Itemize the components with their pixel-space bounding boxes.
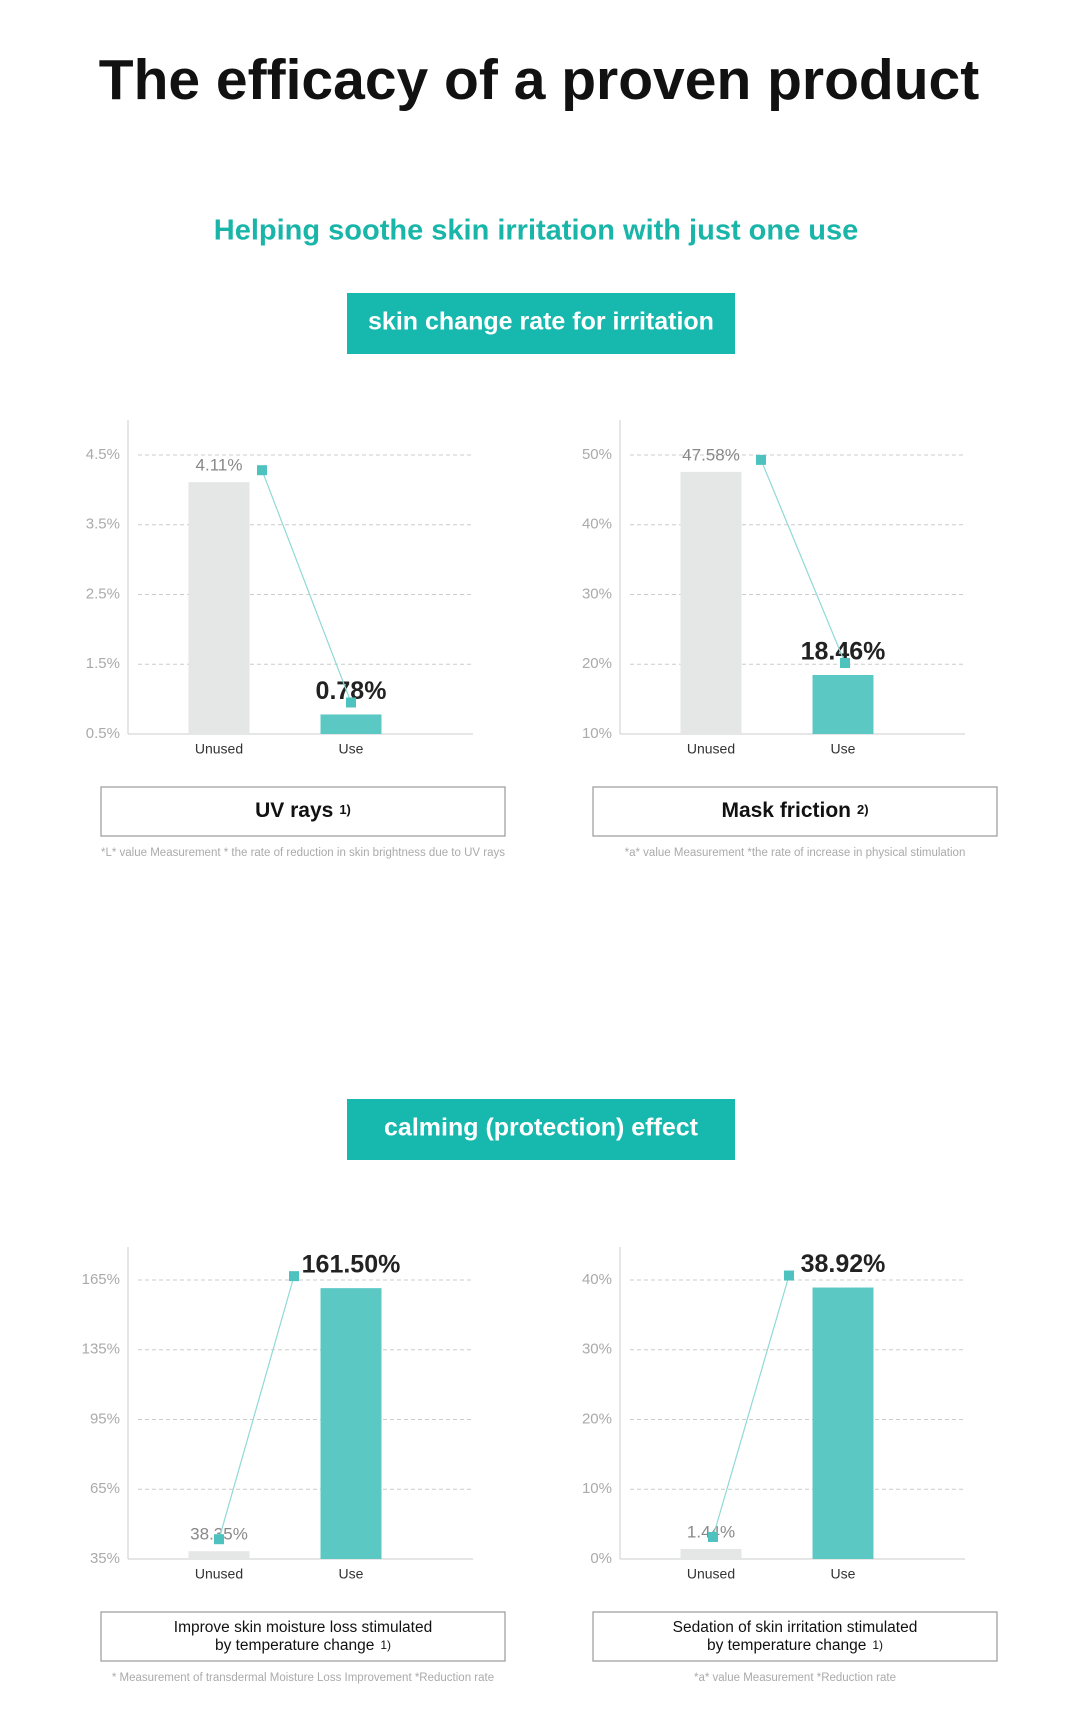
- y-tick-label: 3.5%: [86, 516, 120, 533]
- value-label: 38.35%: [190, 1525, 248, 1544]
- title: The efficacy of a proven product: [99, 48, 980, 112]
- caption-note: 1): [872, 1638, 883, 1652]
- subtitle: Helping soothe skin irritation with just…: [214, 215, 859, 247]
- y-tick-label: 2.5%: [86, 585, 120, 602]
- bar: [680, 471, 742, 734]
- y-tick-label: 1.5%: [86, 655, 120, 672]
- y-tick-label: 165%: [82, 1271, 120, 1288]
- trend-line: [760, 459, 846, 664]
- x-tick-label: Use: [831, 741, 856, 757]
- caption-text: UV rays: [255, 799, 333, 822]
- section-box: [347, 1099, 735, 1160]
- bar: [812, 674, 874, 734]
- x-tick-label: Use: [831, 1566, 856, 1582]
- y-tick-label: 65%: [90, 1480, 120, 1497]
- footnote: * Measurement of transdermal Moisture Lo…: [112, 1672, 494, 1684]
- footnote: *a* value Measurement *the rate of incre…: [625, 847, 966, 859]
- value-label: 4.11%: [196, 456, 243, 475]
- value-label: 161.50%: [302, 1251, 401, 1279]
- y-tick-label: 20%: [582, 1410, 612, 1427]
- bar: [188, 482, 250, 734]
- y-tick-label: 135%: [82, 1341, 120, 1358]
- marker: [346, 697, 356, 708]
- caption: Mask friction 2): [721, 799, 868, 822]
- bar: [680, 1548, 742, 1559]
- bar: [320, 714, 382, 734]
- x-tick-label: Unused: [687, 1566, 735, 1582]
- bar: [188, 1551, 250, 1559]
- x-tick-label: Use: [339, 1566, 364, 1582]
- section-label: skin change rate for irritation: [368, 308, 714, 336]
- x-tick-label: Use: [339, 741, 364, 757]
- caption-text: by temperature change: [707, 1637, 866, 1654]
- section-label: calming (protection) effect: [384, 1114, 699, 1142]
- trend-line: [712, 1275, 790, 1538]
- bar: [812, 1287, 874, 1559]
- caption: Sedation of skin irritation stimulated: [673, 1619, 918, 1636]
- y-tick-label: 95%: [90, 1410, 120, 1427]
- caption: UV rays 1): [255, 799, 351, 822]
- x-tick-label: Unused: [195, 741, 243, 757]
- marker: [708, 1531, 718, 1542]
- y-tick-label: 10%: [582, 1480, 612, 1497]
- section-box: [347, 293, 735, 354]
- caption: Improve skin moisture loss stimulated: [174, 1619, 432, 1636]
- caption-box: [592, 786, 998, 837]
- marker: [257, 465, 267, 476]
- caption: by temperature change 1): [707, 1637, 883, 1654]
- y-tick-label: 30%: [582, 1341, 612, 1358]
- value-label: 38.92%: [801, 1250, 886, 1278]
- y-tick-label: 20%: [582, 655, 612, 672]
- caption-box: [100, 1611, 506, 1662]
- caption: by temperature change 1): [215, 1637, 391, 1654]
- value-label: 47.58%: [682, 445, 740, 464]
- marker: [784, 1270, 794, 1281]
- caption-text: Mask friction: [721, 799, 851, 822]
- marker: [214, 1534, 224, 1545]
- y-tick-label: 30%: [582, 585, 612, 602]
- value-label: 1.44%: [687, 1522, 735, 1541]
- x-tick-label: Unused: [687, 741, 735, 757]
- y-tick-label: 4.5%: [86, 446, 120, 463]
- footnote: *a* value Measurement *Reduction rate: [694, 1672, 896, 1684]
- footnote: *L* value Measurement * the rate of redu…: [101, 847, 505, 859]
- y-tick-label: 35%: [90, 1550, 120, 1567]
- marker: [840, 657, 850, 668]
- trend-line: [218, 1275, 295, 1540]
- y-tick-label: 10%: [582, 725, 612, 742]
- caption-text: Sedation of skin irritation stimulated: [673, 1619, 918, 1636]
- caption-box: [100, 786, 506, 837]
- marker: [289, 1271, 299, 1282]
- bar: [320, 1288, 382, 1559]
- y-tick-label: 0.5%: [86, 725, 120, 742]
- trend-line: [261, 469, 352, 703]
- caption-text: by temperature change: [215, 1637, 374, 1654]
- caption-box: [592, 1611, 998, 1662]
- y-tick-label: 0%: [590, 1550, 612, 1567]
- caption-note: 2): [857, 802, 869, 817]
- caption-note: 1): [339, 802, 351, 817]
- y-tick-label: 40%: [582, 516, 612, 533]
- y-tick-label: 40%: [582, 1271, 612, 1288]
- caption-text: Improve skin moisture loss stimulated: [174, 1619, 432, 1636]
- y-tick-label: 50%: [582, 446, 612, 463]
- x-tick-label: Unused: [195, 1566, 243, 1582]
- caption-note: 1): [380, 1638, 391, 1652]
- marker: [756, 454, 766, 465]
